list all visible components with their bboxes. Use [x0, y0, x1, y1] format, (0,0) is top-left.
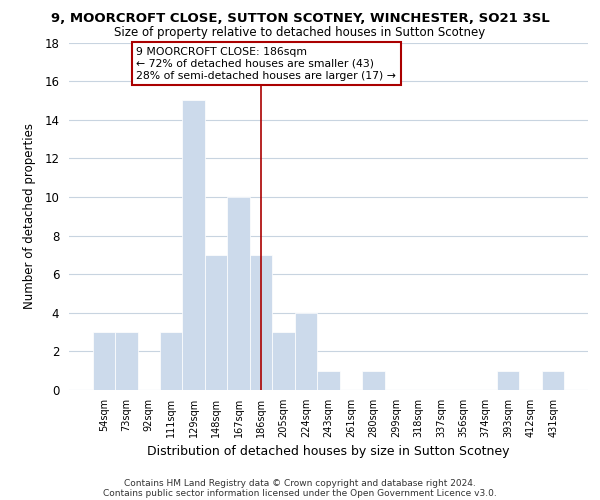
Text: Contains HM Land Registry data © Crown copyright and database right 2024.: Contains HM Land Registry data © Crown c…	[124, 478, 476, 488]
Text: 9 MOORCROFT CLOSE: 186sqm
← 72% of detached houses are smaller (43)
28% of semi-: 9 MOORCROFT CLOSE: 186sqm ← 72% of detac…	[136, 48, 396, 80]
Bar	[92, 332, 115, 390]
Text: Size of property relative to detached houses in Sutton Scotney: Size of property relative to detached ho…	[115, 26, 485, 39]
Y-axis label: Number of detached properties: Number of detached properties	[23, 123, 36, 309]
Bar	[227, 197, 250, 390]
Bar	[317, 370, 340, 390]
Bar	[295, 313, 317, 390]
Bar	[362, 370, 385, 390]
Text: Contains public sector information licensed under the Open Government Licence v3: Contains public sector information licen…	[103, 488, 497, 498]
Bar	[542, 370, 565, 390]
Bar	[160, 332, 182, 390]
Bar	[250, 255, 272, 390]
Bar	[272, 332, 295, 390]
Bar	[182, 100, 205, 390]
Text: 9, MOORCROFT CLOSE, SUTTON SCOTNEY, WINCHESTER, SO21 3SL: 9, MOORCROFT CLOSE, SUTTON SCOTNEY, WINC…	[50, 12, 550, 24]
X-axis label: Distribution of detached houses by size in Sutton Scotney: Distribution of detached houses by size …	[147, 446, 510, 458]
Bar	[205, 255, 227, 390]
Bar	[115, 332, 137, 390]
Bar	[497, 370, 520, 390]
